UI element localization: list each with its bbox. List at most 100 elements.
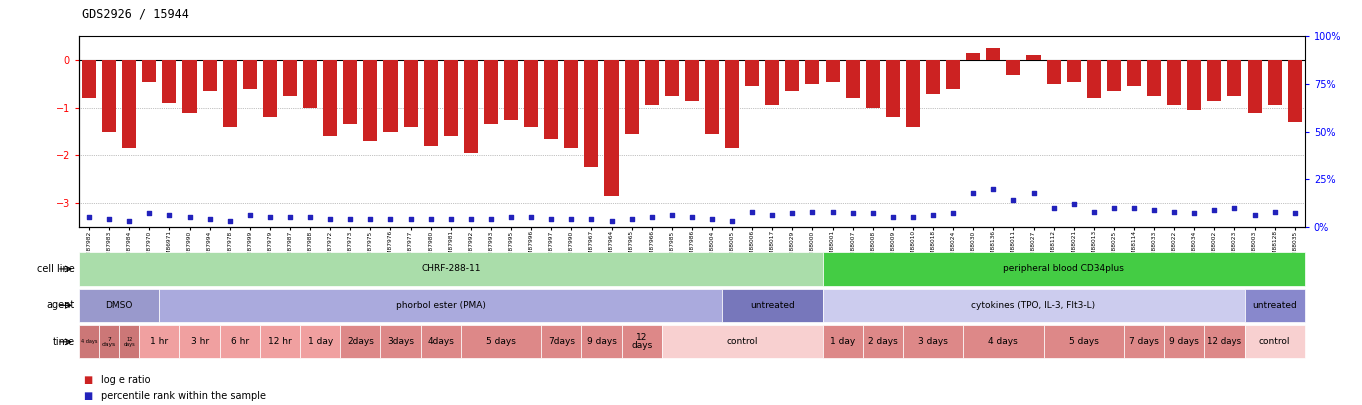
Point	[1284, 210, 1306, 217]
Point	[982, 185, 1004, 192]
Text: 2 days: 2 days	[868, 337, 898, 346]
Point	[259, 214, 281, 220]
Bar	[403, 60, 418, 127]
Bar	[1248, 60, 1261, 113]
Point	[821, 208, 843, 215]
Bar	[665, 60, 678, 96]
Point	[500, 214, 522, 220]
Text: 12
days: 12 days	[631, 333, 652, 350]
Point	[640, 214, 662, 220]
Point	[1083, 208, 1105, 215]
Bar	[504, 60, 518, 120]
Bar	[725, 60, 740, 148]
Point	[1062, 201, 1084, 207]
Point	[238, 212, 260, 219]
Text: 3 hr: 3 hr	[191, 337, 208, 346]
Bar	[706, 60, 719, 134]
Bar	[885, 60, 900, 117]
Bar	[846, 60, 859, 98]
Point	[98, 216, 120, 222]
Bar	[1268, 60, 1282, 105]
Bar	[685, 60, 699, 101]
Bar	[1227, 60, 1242, 96]
Point	[661, 212, 682, 219]
Point	[722, 218, 744, 224]
Bar	[1126, 60, 1141, 86]
Bar	[162, 60, 177, 103]
Bar	[825, 60, 839, 82]
Text: 5 days: 5 days	[486, 337, 516, 346]
Text: 2days: 2days	[347, 337, 373, 346]
Bar	[384, 60, 398, 132]
Text: peripheral blood CD34plus: peripheral blood CD34plus	[1004, 264, 1124, 273]
Point	[741, 208, 763, 215]
Point	[761, 212, 783, 219]
Bar	[1167, 60, 1181, 105]
Point	[199, 216, 221, 222]
Point	[1204, 207, 1226, 213]
Text: log e ratio: log e ratio	[101, 375, 150, 385]
Bar	[524, 60, 538, 127]
Point	[440, 216, 462, 222]
Point	[782, 210, 804, 217]
Point	[922, 212, 944, 219]
Bar	[545, 60, 558, 139]
Bar	[142, 60, 157, 82]
Bar	[424, 60, 437, 146]
Text: cytokines (TPO, IL-3, Flt3-L): cytokines (TPO, IL-3, Flt3-L)	[971, 301, 1095, 310]
Point	[621, 216, 643, 222]
Bar	[765, 60, 779, 105]
Point	[1244, 212, 1265, 219]
Bar	[906, 60, 919, 127]
Point	[399, 216, 421, 222]
Point	[419, 216, 441, 222]
Point	[1124, 205, 1145, 211]
Point	[1163, 208, 1185, 215]
Text: agent: agent	[46, 301, 75, 310]
Text: 4days: 4days	[428, 337, 454, 346]
Point	[139, 210, 161, 217]
Text: 1 day: 1 day	[308, 337, 332, 346]
Bar	[123, 60, 136, 148]
Text: 6 hr: 6 hr	[230, 337, 249, 346]
Point	[580, 216, 602, 222]
Point	[479, 216, 501, 222]
Bar	[364, 60, 377, 141]
Text: 1 hr: 1 hr	[150, 337, 169, 346]
Point	[541, 216, 563, 222]
Bar	[283, 60, 297, 96]
Text: 12 days: 12 days	[1207, 337, 1242, 346]
Text: ■: ■	[83, 391, 93, 401]
Text: phorbol ester (PMA): phorbol ester (PMA)	[396, 301, 486, 310]
Point	[963, 189, 985, 196]
Text: time: time	[53, 337, 75, 347]
Text: 4 days: 4 days	[989, 337, 1019, 346]
Point	[118, 218, 140, 224]
Bar	[745, 60, 759, 86]
Text: ■: ■	[83, 375, 93, 385]
Point	[300, 214, 321, 220]
Bar	[1107, 60, 1121, 91]
Point	[520, 214, 542, 220]
Bar	[1188, 60, 1201, 110]
Text: 12 hr: 12 hr	[268, 337, 291, 346]
Bar	[584, 60, 598, 167]
Bar	[986, 48, 1000, 60]
Bar	[564, 60, 579, 148]
Text: DMSO: DMSO	[105, 301, 133, 310]
Bar	[605, 60, 618, 196]
Text: CHRF-288-11: CHRF-288-11	[421, 264, 481, 273]
Text: 7
days: 7 days	[102, 337, 116, 347]
Point	[601, 218, 622, 224]
Bar	[323, 60, 338, 136]
Bar	[947, 60, 960, 89]
Bar	[464, 60, 478, 153]
Text: 1 day: 1 day	[829, 337, 855, 346]
Point	[701, 216, 723, 222]
Text: 3days: 3days	[387, 337, 414, 346]
Point	[1043, 205, 1065, 211]
Bar	[343, 60, 357, 124]
Bar	[1207, 60, 1222, 101]
Point	[862, 210, 884, 217]
Bar	[242, 60, 257, 89]
